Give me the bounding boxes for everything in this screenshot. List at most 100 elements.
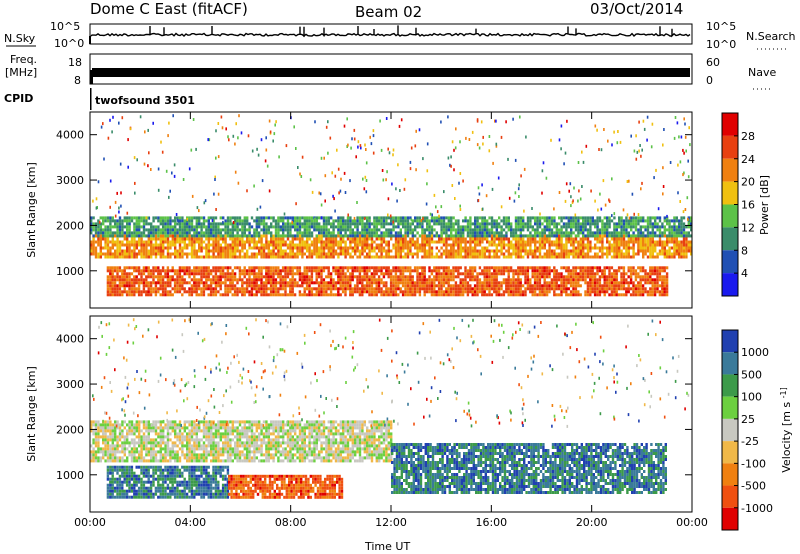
heatmap-cell [603, 275, 606, 279]
heatmap-cell [514, 243, 518, 247]
heatmap-cell [176, 237, 179, 241]
heatmap-cell [97, 234, 100, 238]
heatmap-cell [476, 234, 479, 238]
heatmap-cell [452, 234, 455, 238]
heatmap-cell [452, 278, 455, 282]
heatmap-cell [349, 225, 352, 229]
heatmap-cell [270, 252, 273, 256]
heatmap-cell [125, 293, 129, 297]
heatmap-cell [365, 278, 369, 282]
heatmap-cell [545, 293, 549, 297]
heatmap-cell [603, 281, 606, 285]
heatmap-cell [457, 237, 460, 241]
heatmap-cell [637, 252, 640, 256]
heatmap-cell [447, 281, 450, 285]
heatmap-cell [632, 284, 635, 288]
heatmap-cell [471, 237, 474, 241]
heatmap-cell [663, 269, 666, 273]
heatmap-cell [193, 252, 196, 256]
heatmap-cell [572, 246, 575, 250]
heatmap-cell [567, 255, 570, 259]
heatmap-cell [497, 272, 501, 276]
heatmap-cell [442, 243, 446, 247]
heatmap-cell [207, 278, 210, 282]
heatmap-cell [630, 228, 633, 232]
heatmap-cell [461, 278, 465, 282]
heatmap-cell [97, 219, 100, 223]
heatmap-cell [310, 272, 314, 276]
heatmap-cell [411, 243, 414, 247]
heatmap-cell [135, 228, 138, 232]
heatmap-cell [533, 278, 537, 282]
heatmap-cell [325, 287, 328, 291]
heatmap-cell [116, 240, 119, 244]
heatmap-cell [174, 249, 177, 253]
heatmap-cell [603, 266, 606, 270]
heatmap-cell [229, 272, 232, 276]
heatmap-cell [159, 287, 162, 291]
heatmap-cell [390, 222, 393, 226]
heatmap-cell [279, 228, 282, 232]
heatmap-cell [406, 231, 410, 235]
heatmap-cell [262, 287, 266, 291]
heatmap-cell [656, 243, 659, 247]
heatmap-cell [682, 246, 686, 250]
heatmap-cell [198, 255, 201, 259]
heatmap-cell [253, 231, 256, 235]
heatmap-cell [582, 249, 585, 253]
heatmap-cell [318, 234, 321, 238]
heatmap-cell [250, 255, 254, 259]
heatmap-cell [646, 237, 650, 241]
heatmap-cell [450, 222, 453, 226]
heatmap-cell [617, 269, 621, 273]
heatmap-cell [565, 275, 568, 279]
heatmap-cell [308, 222, 311, 226]
heatmap-cell [601, 269, 604, 273]
heatmap-cell [140, 290, 143, 294]
heatmap-cell [428, 234, 431, 238]
heatmap-cell [332, 222, 335, 226]
heatmap-cell [649, 252, 652, 256]
heatmap-cell [219, 231, 222, 235]
heatmap-cell [246, 228, 249, 232]
heatmap-cell [550, 278, 554, 282]
heatmap-cell [510, 228, 513, 232]
heatmap-cell [152, 272, 155, 276]
heatmap-cell [286, 266, 290, 270]
heatmap-cell [258, 246, 261, 250]
heatmap-cell [639, 219, 642, 223]
heatmap-cell [466, 234, 470, 238]
heatmap-cell [397, 246, 400, 250]
heatmap-cell [610, 266, 614, 270]
heatmap-cell [418, 243, 422, 247]
heatmap-cell [178, 228, 182, 232]
heatmap-cell [296, 269, 299, 273]
heatmap-cell [462, 237, 465, 241]
heatmap-cell [663, 225, 666, 229]
heatmap-cell [601, 284, 604, 288]
heatmap-cell [267, 228, 270, 232]
heatmap-cell [510, 225, 513, 229]
heatmap-cell [325, 219, 328, 223]
heatmap-cell [274, 243, 278, 247]
heatmap-cell [171, 234, 174, 238]
heatmap-cell [512, 287, 515, 291]
heatmap-cell [241, 225, 244, 229]
heatmap-cell [620, 240, 623, 244]
heatmap-cell [550, 243, 554, 247]
heatmap-cell [322, 293, 326, 297]
heatmap-cell [514, 255, 518, 259]
heatmap-cell [654, 234, 657, 238]
heatmap-cell [486, 246, 489, 250]
heatmap-cell [594, 225, 597, 229]
heatmap-cell [406, 287, 410, 291]
heatmap-cell [447, 222, 450, 226]
heatmap-cell [125, 281, 129, 285]
heatmap-cell [212, 281, 215, 285]
heatmap-cell [229, 281, 232, 285]
heatmap-cell [121, 281, 124, 285]
heatmap-cell [402, 234, 405, 238]
heatmap-cell [514, 284, 518, 288]
heatmap-cell [130, 290, 134, 294]
heatmap-cell [447, 278, 450, 282]
